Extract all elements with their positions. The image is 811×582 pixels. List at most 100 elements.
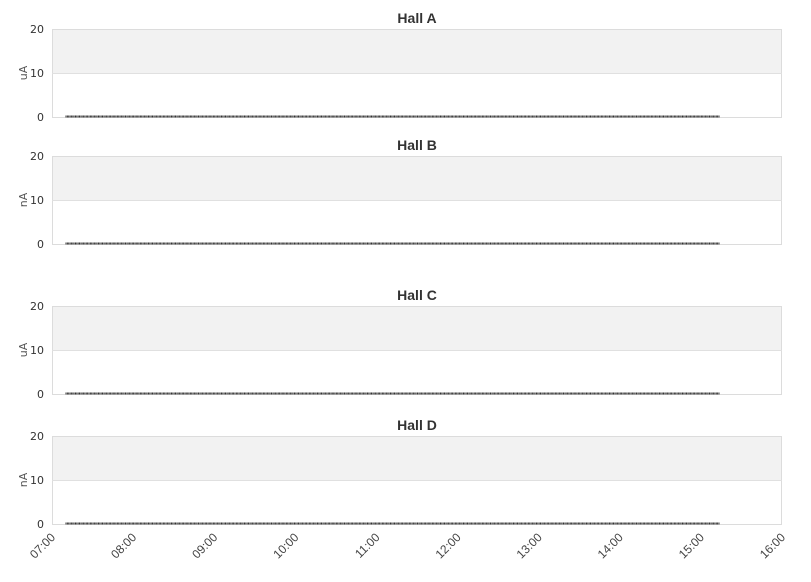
data-point xyxy=(502,242,504,245)
data-point xyxy=(225,392,226,395)
data-point xyxy=(83,522,85,525)
data-point xyxy=(348,115,350,118)
data-point xyxy=(526,115,528,118)
data-point xyxy=(93,242,95,245)
data-point xyxy=(204,115,206,118)
data-point xyxy=(230,242,232,245)
data-series xyxy=(65,522,720,525)
data-point xyxy=(292,242,294,245)
data-point xyxy=(684,242,686,245)
data-point xyxy=(607,392,609,395)
data-point xyxy=(238,392,240,395)
data-point xyxy=(511,392,513,395)
data-point xyxy=(369,242,371,245)
data-point xyxy=(442,242,444,245)
data-point xyxy=(586,115,587,118)
data-point xyxy=(510,115,512,118)
data-point xyxy=(335,242,337,245)
data-point xyxy=(671,242,673,245)
data-point xyxy=(249,115,251,118)
data-point xyxy=(152,392,153,395)
data-point xyxy=(508,242,510,245)
data-point xyxy=(522,115,524,118)
data-point xyxy=(364,522,366,525)
data-point xyxy=(396,392,398,395)
data-point xyxy=(357,522,359,525)
data-point xyxy=(268,392,270,395)
data-point xyxy=(341,522,343,525)
data-point xyxy=(381,115,383,118)
data-point xyxy=(463,242,464,245)
chart-title: Hall D xyxy=(397,417,437,433)
data-point xyxy=(114,522,116,525)
data-point xyxy=(334,392,336,395)
data-point xyxy=(702,522,704,525)
y-axis-label: uA xyxy=(17,65,30,80)
data-point xyxy=(349,522,351,525)
data-point xyxy=(609,522,610,525)
data-point xyxy=(150,522,152,525)
data-point xyxy=(714,522,716,525)
data-point xyxy=(281,522,283,525)
data-point xyxy=(549,242,551,245)
data-point xyxy=(698,392,700,395)
data-point xyxy=(141,242,143,245)
data-point xyxy=(513,522,514,525)
data-point xyxy=(275,242,277,245)
data-point xyxy=(157,392,159,395)
data-point xyxy=(361,242,363,245)
data-point xyxy=(299,522,301,525)
data-point xyxy=(298,242,299,245)
data-point xyxy=(563,522,564,525)
data-point xyxy=(699,242,701,245)
data-point xyxy=(319,242,321,245)
data-point xyxy=(298,392,299,395)
data-point xyxy=(514,392,516,395)
data-point xyxy=(346,115,348,118)
data-point xyxy=(307,115,309,118)
data-point xyxy=(412,115,414,118)
data-point xyxy=(457,522,459,525)
data-point xyxy=(269,115,271,118)
data-point xyxy=(371,522,372,525)
data-point xyxy=(602,242,604,245)
data-point xyxy=(275,115,277,118)
data-point xyxy=(491,392,493,395)
data-point xyxy=(703,242,705,245)
data-point xyxy=(638,522,640,525)
data-point xyxy=(216,242,218,245)
data-point xyxy=(70,242,72,245)
data-point xyxy=(279,115,281,118)
data-point xyxy=(573,242,575,245)
data-point xyxy=(584,115,586,118)
data-point xyxy=(177,115,179,118)
data-point xyxy=(637,242,639,245)
data-point xyxy=(134,242,136,245)
data-point xyxy=(410,392,412,395)
data-point xyxy=(583,392,585,395)
data-point xyxy=(379,115,381,118)
data-point xyxy=(358,115,360,118)
data-point xyxy=(234,522,236,525)
data-point xyxy=(334,522,336,525)
data-point xyxy=(476,242,478,245)
data-point xyxy=(706,392,708,395)
data-point xyxy=(394,392,395,395)
data-point xyxy=(89,522,91,525)
data-point xyxy=(450,522,452,525)
data-point xyxy=(341,115,343,118)
data-point xyxy=(412,522,414,525)
data-point xyxy=(195,522,197,525)
data-point xyxy=(258,242,260,245)
data-point xyxy=(504,522,506,525)
data-point xyxy=(511,115,513,118)
data-point xyxy=(558,242,560,245)
data-point xyxy=(291,392,293,395)
data-point xyxy=(610,115,612,118)
data-point xyxy=(360,115,362,118)
data-point xyxy=(715,392,717,395)
data-point xyxy=(79,392,80,395)
data-point xyxy=(137,392,139,395)
data-point xyxy=(577,242,579,245)
data-point xyxy=(404,242,406,245)
